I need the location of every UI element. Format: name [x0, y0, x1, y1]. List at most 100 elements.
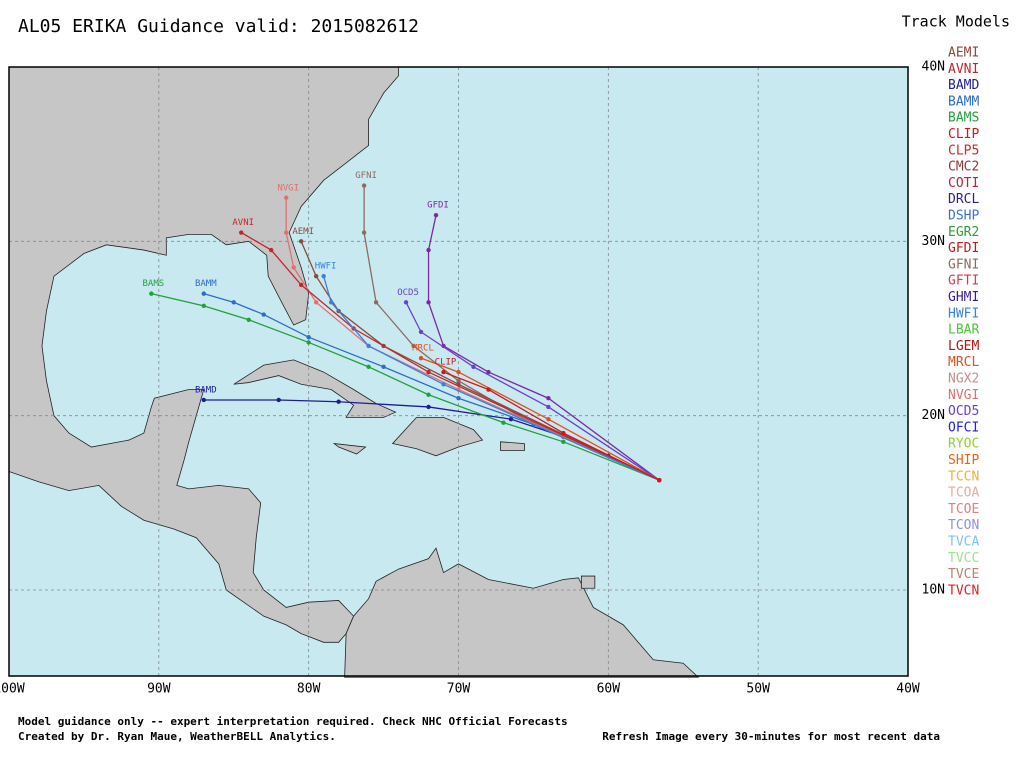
- legend-entry: TCOA: [948, 486, 979, 501]
- track-label: GFDI: [427, 201, 449, 211]
- track-point: [321, 274, 326, 279]
- legend-entry: CLP5: [948, 143, 979, 158]
- track-point: [283, 195, 289, 200]
- legend-entry: RYOC: [948, 437, 979, 452]
- legend-entry: GFNI: [948, 257, 979, 272]
- footer-refresh: Refresh Image every 30-minutes for most …: [602, 730, 940, 743]
- track-point: [426, 369, 431, 375]
- legend-entry: GFDI: [948, 241, 979, 256]
- legend-entry: LGEM: [948, 339, 979, 354]
- lat-label: 40N: [922, 60, 945, 75]
- legend-entry: GHMI: [948, 290, 979, 305]
- track-point: [306, 335, 311, 340]
- legend-entry: DSHP: [948, 209, 979, 224]
- track-label: MRCL: [412, 344, 434, 354]
- track-label: AEMI: [292, 227, 314, 237]
- track-point: [239, 230, 244, 235]
- track-label: BAMM: [195, 279, 217, 289]
- legend-entry: TVCA: [948, 535, 979, 550]
- track-label: AVNI: [232, 218, 254, 228]
- track-point: [433, 212, 439, 218]
- track-point: [328, 300, 334, 305]
- legend-entry: NGX2: [948, 372, 979, 387]
- track-point: [508, 416, 514, 422]
- track-point: [456, 396, 461, 401]
- title: AL05 ERIKA Guidance valid: 2015082612: [18, 16, 419, 37]
- legend-entry: COTI: [948, 176, 979, 191]
- legend-entry: DRCL: [948, 192, 979, 207]
- track-point: [201, 397, 206, 403]
- track-point: [366, 343, 371, 349]
- legend-entry: TVCC: [948, 551, 979, 566]
- footer-note: Model guidance only -- expert interpreta…: [18, 715, 568, 728]
- legend-entry: LBAR: [948, 323, 979, 338]
- track-point: [561, 439, 566, 445]
- track-point: [441, 369, 446, 375]
- track-point: [306, 340, 311, 345]
- lon-label: 50W: [746, 682, 770, 697]
- track-label: OCD5: [397, 288, 419, 298]
- track-point: [246, 317, 251, 322]
- legend-entry: MRCL: [948, 355, 979, 370]
- track-point: [657, 477, 662, 483]
- track-label: NVGI: [277, 183, 299, 193]
- track-point: [373, 300, 379, 305]
- track-point: [471, 364, 476, 370]
- legend-entry: OCD5: [948, 404, 979, 419]
- legend-entry: BAMS: [948, 111, 979, 126]
- track-point: [426, 404, 431, 410]
- track-point: [546, 396, 551, 401]
- track-point: [269, 247, 274, 253]
- legend-title: Track Models: [902, 13, 1010, 31]
- legend-entry: NVGI: [948, 388, 979, 403]
- track-label: HWFI: [315, 262, 337, 272]
- land: [500, 441, 525, 451]
- land: [344, 547, 700, 678]
- track-line: [203, 293, 660, 481]
- lat-label: 20N: [922, 408, 945, 423]
- legend-entry: GFTI: [948, 274, 979, 289]
- track-point: [426, 300, 431, 305]
- lon-label: 90W: [147, 682, 171, 697]
- track-line: [300, 241, 660, 481]
- track-point: [418, 329, 424, 335]
- track-point: [313, 300, 319, 305]
- legend-entry: TVCE: [948, 567, 979, 582]
- track-point: [231, 300, 236, 305]
- track-point: [561, 430, 566, 436]
- track-point: [546, 416, 551, 422]
- track-point: [361, 230, 367, 235]
- track-point: [276, 397, 281, 403]
- track-line: [443, 371, 660, 481]
- track-point: [261, 312, 266, 317]
- track-line: [420, 357, 660, 481]
- track-point: [418, 355, 424, 361]
- lat-label: 10N: [922, 583, 945, 598]
- track-point: [486, 369, 491, 375]
- legend-entry: CLIP: [948, 127, 979, 142]
- track-point: [456, 378, 461, 383]
- track-point: [313, 274, 319, 279]
- lon-label: 100W: [0, 682, 25, 697]
- map: 40N 30N 20N 10N 100W 90W 80W 70W 60W 50W 40W BAMD BA…: [0, 60, 945, 697]
- land: [580, 575, 596, 589]
- legend-entry: AEMI: [948, 46, 979, 61]
- track-point: [201, 303, 206, 309]
- legend-entry: CMC2: [948, 160, 979, 175]
- legend-entry: BAMD: [948, 78, 979, 93]
- track-point: [283, 230, 289, 235]
- lon-label: 60W: [597, 682, 621, 697]
- land: [332, 443, 367, 455]
- legend-entry: HWFI: [948, 306, 979, 321]
- track-point: [298, 282, 304, 288]
- lon-label: 40W: [896, 682, 920, 697]
- track-point: [403, 300, 409, 305]
- legend-entry: TCON: [948, 518, 979, 533]
- track-point: [336, 399, 341, 404]
- legend-entry: SHIP: [948, 453, 979, 468]
- track-point: [149, 291, 154, 296]
- track-label: CLIP: [435, 358, 457, 368]
- map-frame: [8, 66, 909, 677]
- track-line: [240, 232, 660, 481]
